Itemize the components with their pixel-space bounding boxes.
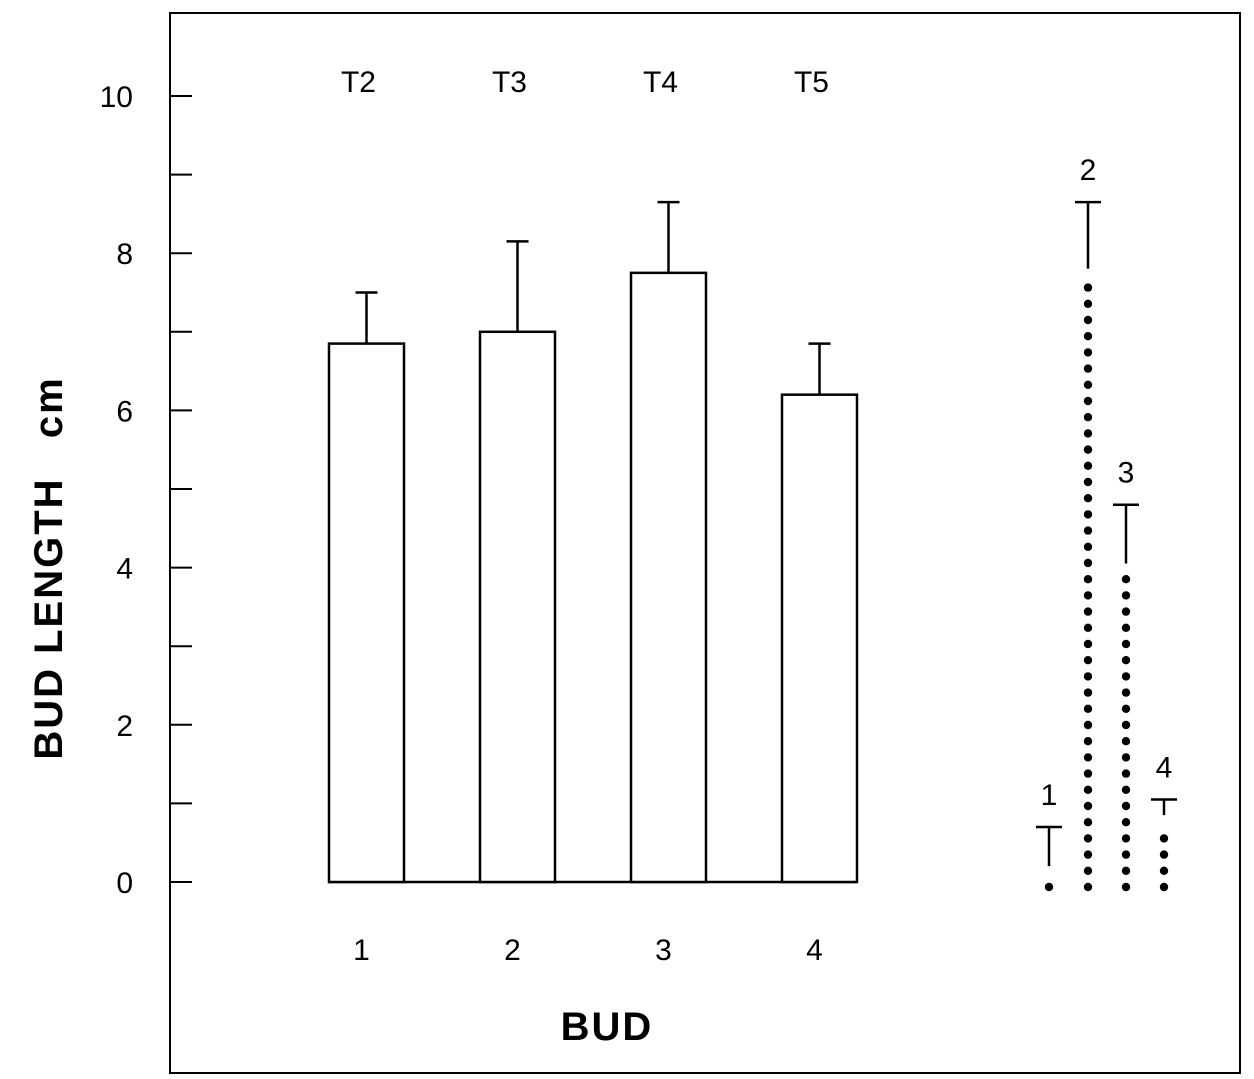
inset-dot: [1121, 818, 1131, 827]
y-axis: 0 2 4 6 8 10: [100, 81, 857, 900]
inset-dot: [1083, 283, 1093, 292]
inset-label: 4: [1156, 751, 1173, 784]
inset-dot: [1121, 672, 1131, 681]
inset-dot: [1083, 882, 1093, 892]
inset-label: 2: [1080, 154, 1097, 187]
inset-dot: [1083, 429, 1093, 438]
inset-dot: [1083, 672, 1093, 681]
inset-dot: [1083, 558, 1093, 568]
inset-dot: [1121, 575, 1131, 584]
inset-dot: [1083, 445, 1093, 454]
inset-dot: [1121, 720, 1131, 730]
y-tick-label: 4: [116, 553, 133, 586]
inset-dot: [1121, 639, 1131, 649]
inset-label: 1: [1041, 779, 1058, 812]
x-axis-label: BUD: [561, 1005, 654, 1049]
treatment-labels: T2 T3 T4 T5: [341, 66, 829, 99]
inset-dot: [1083, 413, 1093, 422]
y-tick-label: 0: [116, 867, 133, 900]
inset-dot: [1083, 737, 1093, 746]
inset-dot: [1083, 801, 1093, 811]
inset-dot: [1083, 364, 1093, 373]
inset-dot: [1083, 656, 1093, 665]
inset-dot: [1121, 737, 1131, 746]
inset-dot: [1083, 575, 1093, 584]
inset-dot: [1121, 801, 1131, 811]
inset-column: 4: [1151, 751, 1177, 892]
inset-dot: [1083, 380, 1093, 389]
inset-dot: [1083, 639, 1093, 649]
inset-column: 1: [1036, 779, 1062, 892]
y-tick-label: 10: [100, 81, 133, 114]
inset-dot: [1083, 299, 1093, 308]
x-tick-label: 3: [655, 934, 672, 967]
inset-dot: [1083, 315, 1093, 325]
inset-dot: [1083, 526, 1093, 535]
inset-dot: [1159, 866, 1169, 875]
inset-dot: [1083, 866, 1093, 875]
y-axis-label: BUD LENGTH cm: [27, 376, 71, 759]
bar: [478, 330, 557, 884]
treatment-label: T3: [492, 66, 527, 99]
treatment-label: T4: [643, 66, 678, 99]
inset-dot: [1044, 882, 1054, 892]
inset-dot: [1083, 769, 1093, 778]
y-tick-label: 2: [116, 710, 133, 743]
inset-dot: [1121, 753, 1131, 762]
inset-dot: [1083, 850, 1093, 859]
inset-dot: [1083, 396, 1093, 406]
inset-dot: [1083, 494, 1093, 503]
inset-dot: [1121, 882, 1131, 892]
treatment-label: T2: [341, 66, 376, 99]
inset-dot: [1121, 834, 1131, 843]
inset-dot: [1121, 607, 1131, 616]
inset-dot: [1083, 753, 1093, 762]
inset-dot: [1121, 850, 1131, 859]
inset-dot: [1159, 882, 1169, 892]
inset-dot: [1083, 688, 1093, 697]
inset-dot: [1083, 461, 1093, 470]
x-tick-labels: 1 2 3 4: [353, 934, 823, 967]
inset-dot-plot: 1 2 3 4: [1036, 154, 1177, 892]
inset-dot: [1159, 850, 1169, 859]
inset-dot: [1121, 623, 1131, 632]
inset-dot: [1121, 785, 1131, 794]
inset-dot: [1083, 834, 1093, 843]
bar: [327, 342, 406, 884]
inset-dot: [1083, 785, 1093, 794]
inset-dot: [1083, 348, 1093, 357]
inset-column: 2: [1075, 154, 1101, 892]
inset-label: 3: [1118, 457, 1135, 490]
inset-dot: [1121, 656, 1131, 665]
inset-column: 3: [1113, 457, 1139, 892]
inset-dot: [1083, 623, 1093, 632]
inset-dot: [1083, 510, 1093, 519]
inset-dot: [1159, 834, 1169, 843]
bars: [327, 271, 859, 884]
chart-frame: [169, 12, 1241, 1074]
bar: [629, 271, 708, 884]
treatment-label: T5: [794, 66, 829, 99]
inset-dot: [1121, 769, 1131, 778]
inset-dot: [1083, 704, 1093, 713]
inset-dot: [1083, 332, 1093, 341]
y-tick-label: 6: [116, 395, 133, 428]
inset-dot: [1083, 542, 1093, 551]
x-tick-label: 1: [353, 934, 370, 967]
inset-dot: [1083, 720, 1093, 730]
inset-dot: [1121, 688, 1131, 697]
bar: [780, 393, 859, 884]
inset-dot: [1083, 607, 1093, 616]
error-bars: [355, 200, 831, 395]
inset-dot: [1083, 477, 1093, 487]
y-tick-label: 8: [116, 238, 133, 271]
inset-dot: [1121, 704, 1131, 713]
inset-dot: [1121, 591, 1131, 600]
inset-dot: [1083, 591, 1093, 600]
inset-dot: [1121, 866, 1131, 875]
x-tick-label: 2: [504, 934, 521, 967]
x-tick-label: 4: [806, 934, 823, 967]
inset-dot: [1083, 818, 1093, 827]
